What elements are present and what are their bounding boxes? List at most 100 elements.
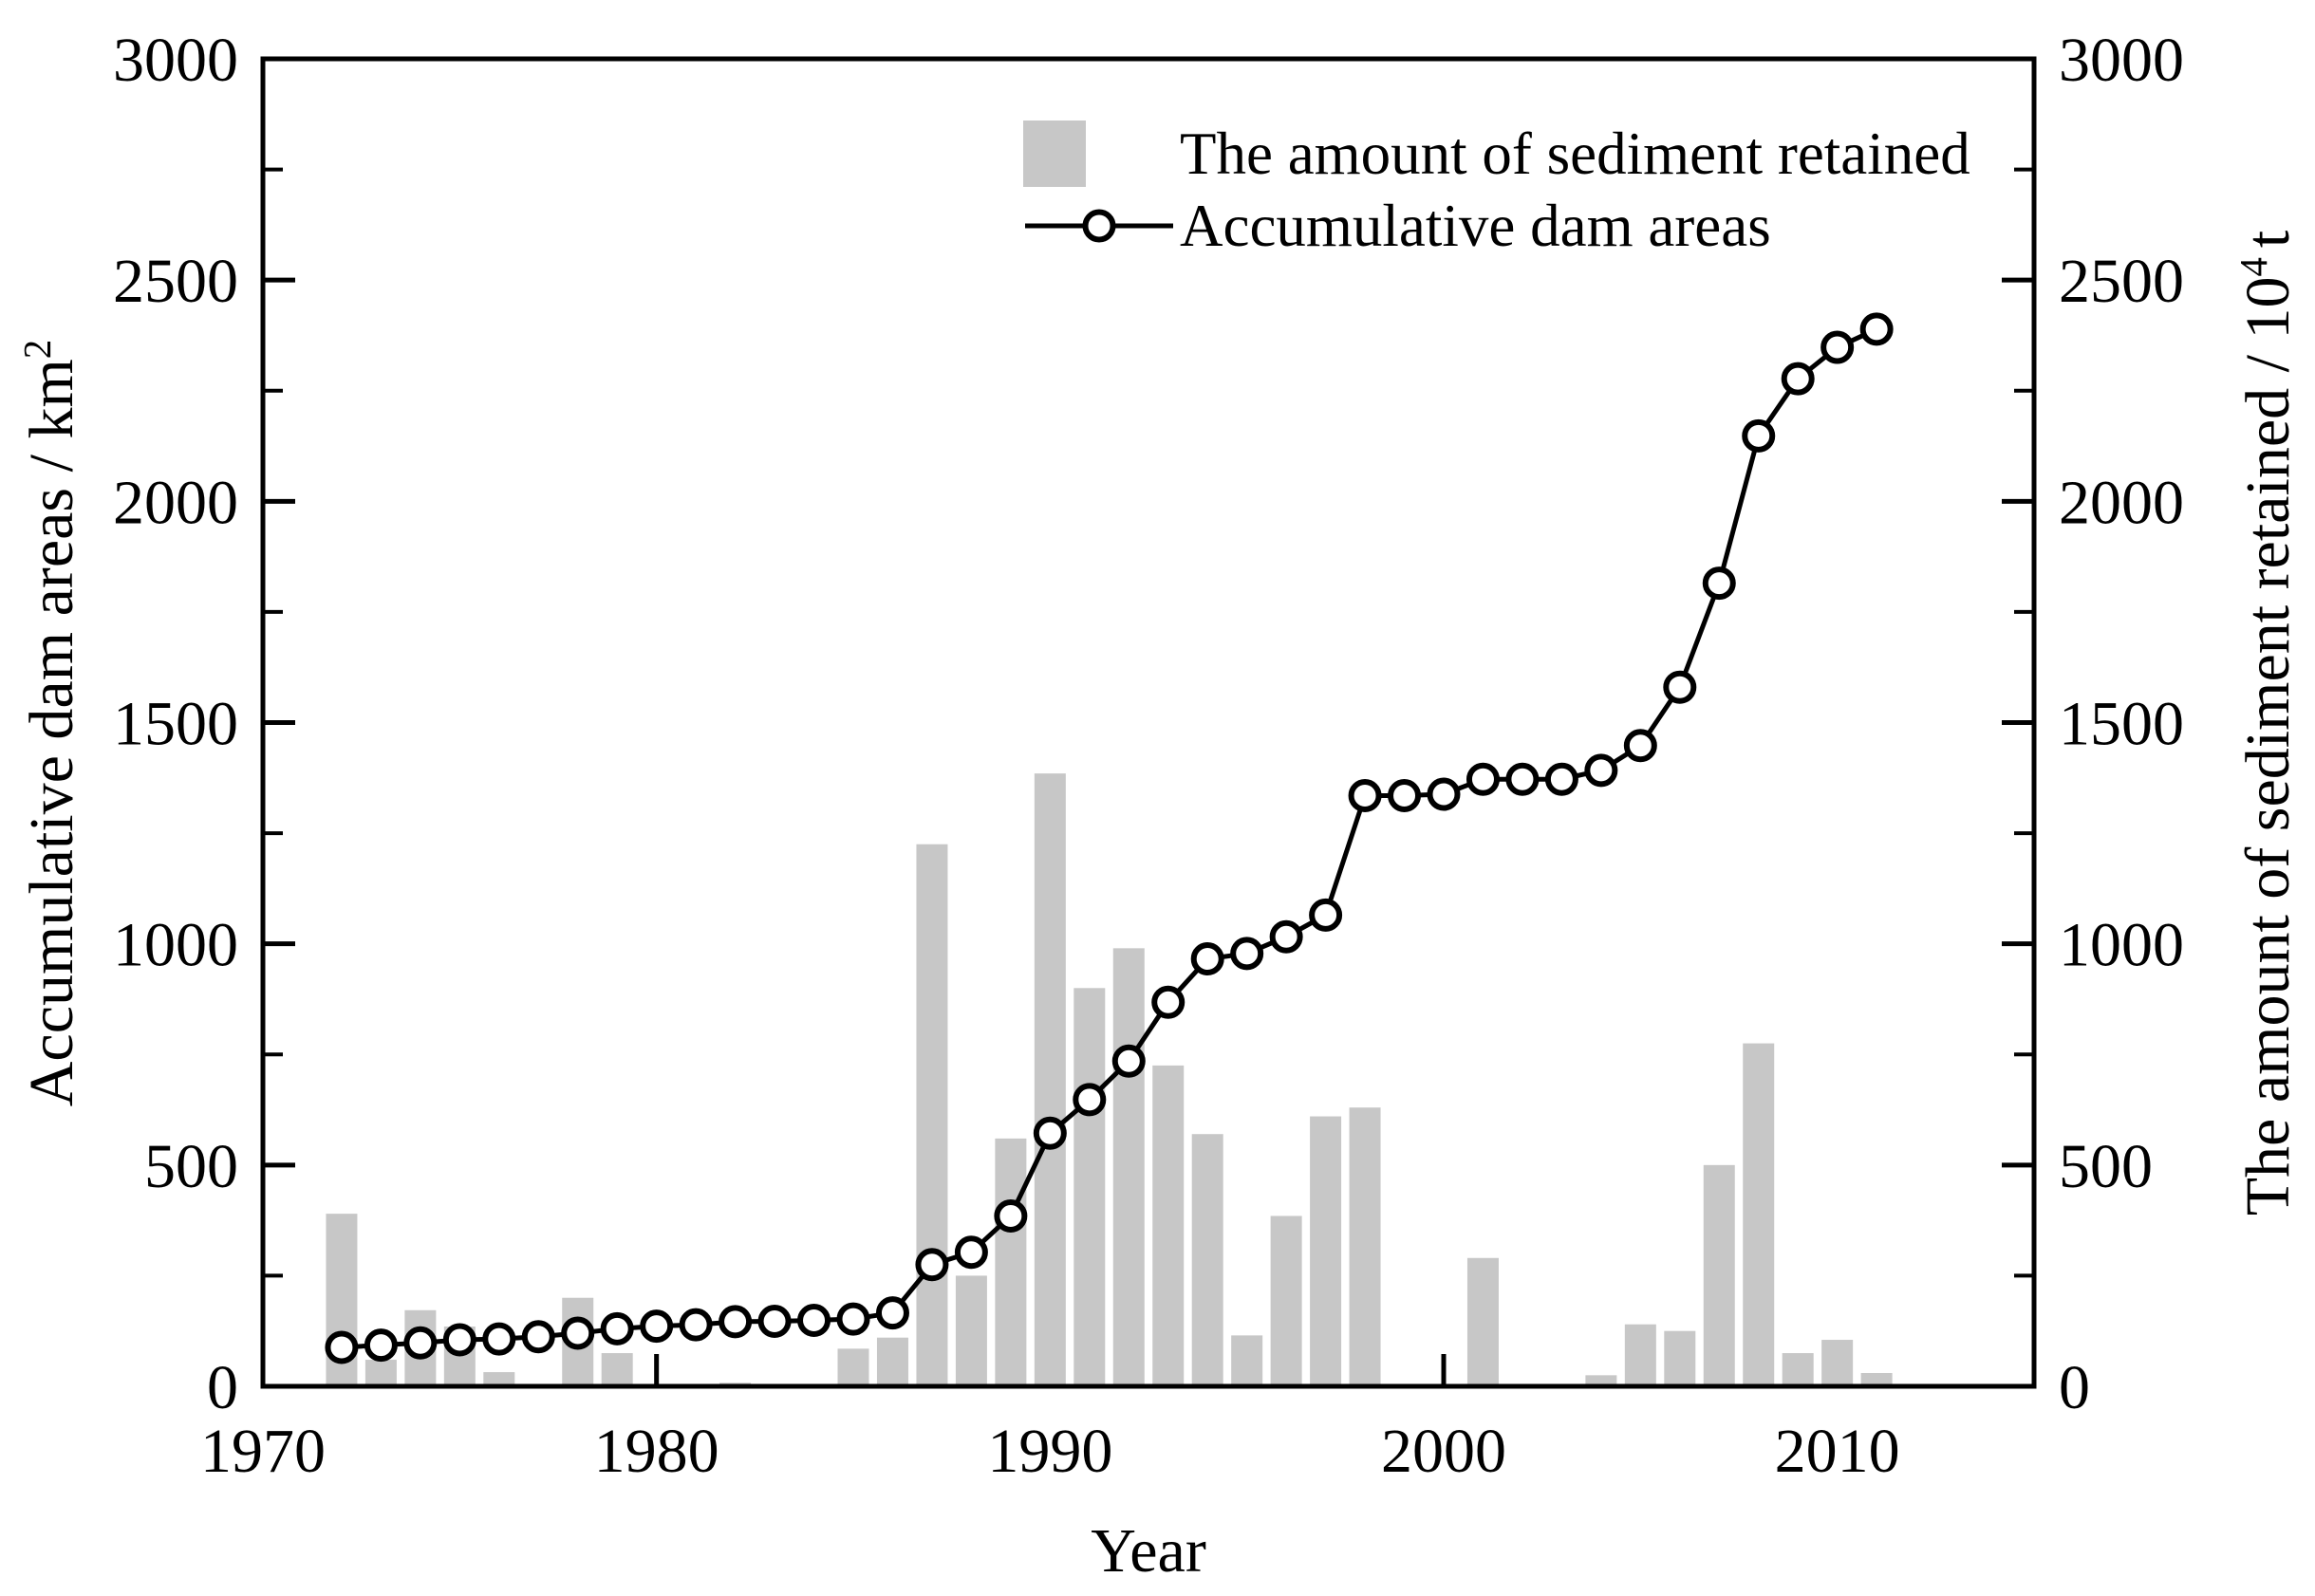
x-tick-label-2000: 2000 [1381, 1417, 1506, 1486]
y-tick-label-left-1500: 1500 [113, 690, 238, 759]
bar-2009 [1782, 1353, 1814, 1386]
bar-2006 [1664, 1330, 1696, 1386]
point-1992 [1111, 1044, 1146, 1078]
left-y-axis-title-text: Accumulative dam areas / km [17, 359, 86, 1107]
bar-1989 [995, 1138, 1027, 1386]
left-y-axis-title-superscript: 2 [16, 339, 59, 360]
bar-2007 [1703, 1164, 1735, 1386]
point-1999 [1388, 778, 1422, 812]
point-1993 [1151, 985, 1186, 1019]
bar-1997 [1310, 1116, 1342, 1386]
bar-1998 [1349, 1107, 1381, 1386]
y-tick-label-left-1000: 1000 [113, 911, 238, 980]
bar-1976 [483, 1372, 515, 1386]
x-tick-label-1970: 1970 [200, 1417, 326, 1486]
point-1982 [719, 1305, 753, 1339]
point-2007 [1702, 566, 1736, 601]
point-2011 [1859, 312, 1894, 346]
point-1998 [1348, 778, 1382, 812]
point-2004 [1584, 753, 1618, 788]
legend: The amount of sediment retained Accumula… [1023, 118, 1970, 262]
point-2010 [1820, 330, 1855, 364]
bar-1973 [364, 1360, 397, 1386]
point-2005 [1623, 729, 1657, 763]
point-2003 [1544, 762, 1578, 796]
bar-1992 [1112, 948, 1145, 1386]
point-1983 [757, 1304, 792, 1338]
point-2002 [1505, 762, 1540, 796]
point-1979 [600, 1311, 634, 1345]
y-tick-label-right-2000: 2000 [2059, 468, 2184, 537]
y-tick-label-right-3000: 3000 [2059, 26, 2184, 95]
right-y-axis-title-text: The amount of sediment retained / 10 [2233, 276, 2303, 1216]
bar-2008 [1743, 1043, 1775, 1386]
legend-label-dam-areas: Accumulative dam areas [1180, 192, 1771, 259]
y-tick-label-right-500: 500 [2059, 1132, 2153, 1201]
y-tick-label-left-3000: 3000 [113, 26, 238, 95]
bar-2011 [1860, 1373, 1893, 1386]
point-1986 [875, 1296, 909, 1330]
x-tick-label-1980: 1980 [594, 1417, 719, 1486]
bar-1986 [876, 1337, 908, 1386]
bar-1991 [1073, 988, 1106, 1386]
point-1980 [640, 1309, 674, 1344]
y-tick-label-left-2500: 2500 [113, 247, 238, 316]
legend-label-sediment: The amount of sediment retained [1180, 120, 1970, 187]
bar-1987 [916, 844, 948, 1386]
right-y-axis-title: The amount of sediment retained / 104 t [2231, 11, 2306, 1435]
left-y-axis-title: Accumulative dam areas / km2 [14, 59, 90, 1387]
x-axis-title: Year [263, 1513, 2034, 1589]
point-1975 [442, 1323, 476, 1357]
bar-1990 [1034, 773, 1066, 1386]
point-1995 [1230, 937, 1264, 971]
point-2000 [1427, 777, 1461, 811]
x-axis-title-text: Year [1091, 1516, 1206, 1586]
bar-1995 [1231, 1335, 1263, 1386]
point-2009 [1781, 362, 1815, 396]
point-1990 [1033, 1116, 1067, 1150]
point-1991 [1073, 1083, 1107, 1117]
y-tick-label-left-0: 0 [207, 1353, 238, 1422]
plot-frame [260, 56, 2037, 1389]
point-2001 [1466, 762, 1500, 796]
y-tick-label-right-0: 0 [2059, 1353, 2090, 1422]
point-1996 [1269, 919, 1303, 954]
point-1973 [364, 1328, 398, 1363]
point-1972 [325, 1330, 359, 1364]
point-1987 [915, 1248, 949, 1282]
bar-1985 [837, 1348, 869, 1386]
y-tick-label-left-2000: 2000 [113, 468, 238, 537]
legend-item-dam-areas: Accumulative dam areas [1023, 190, 1970, 262]
bar-1996 [1270, 1216, 1302, 1386]
legend-symbol-cell [1023, 206, 1180, 246]
y-tick-label-right-1500: 1500 [2059, 690, 2184, 759]
legend-item-sediment: The amount of sediment retained [1023, 118, 1970, 190]
bar-swatch-icon [1023, 121, 1086, 187]
y-tick-label-left-500: 500 [144, 1132, 238, 1201]
bar-2004 [1585, 1375, 1617, 1386]
legend-symbol-cell [1023, 121, 1180, 187]
point-1988 [954, 1235, 988, 1270]
point-1997 [1309, 898, 1343, 932]
point-1989 [994, 1198, 1028, 1233]
bar-2005 [1624, 1324, 1656, 1386]
point-2008 [1742, 418, 1776, 453]
point-2006 [1663, 670, 1697, 704]
right-y-axis-title-tail: t [2233, 230, 2303, 249]
point-1977 [521, 1320, 555, 1354]
bar-1988 [955, 1275, 987, 1386]
y-tick-label-right-1000: 1000 [2059, 911, 2184, 980]
right-y-axis-title-superscript: 4 [2232, 257, 2275, 277]
point-1981 [679, 1308, 713, 1342]
bar-1979 [601, 1353, 633, 1386]
point-1994 [1190, 942, 1224, 976]
y-tick-label-right-2500: 2500 [2059, 247, 2184, 316]
bar-2001 [1466, 1257, 1499, 1386]
x-tick-label-2010: 2010 [1775, 1417, 1900, 1486]
bar-1993 [1152, 1065, 1185, 1386]
point-1978 [561, 1316, 595, 1350]
point-1974 [403, 1326, 438, 1360]
bar-1994 [1191, 1134, 1223, 1386]
